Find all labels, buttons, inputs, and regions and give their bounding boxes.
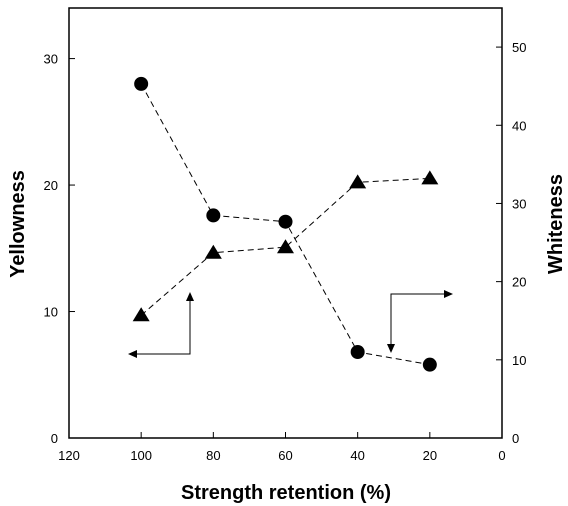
circle-data-point [278,214,293,229]
annotation-arrow-left-axis [128,292,194,358]
circle-data-point [134,76,149,91]
x-tick-label: 0 [498,448,505,463]
y-left-axis-ticks: 0 10 20 30 [44,52,75,446]
x-tick-label: 20 [423,448,437,463]
y-right-tick-label: 10 [512,353,526,368]
triangle-data-point [204,244,222,259]
x-tick-label: 40 [350,448,364,463]
x-tick-label: 120 [58,448,80,463]
x-tick-label: 100 [130,448,152,463]
series-markers [132,76,439,372]
triangle-data-point [421,170,439,185]
y-right-tick-label: 0 [512,431,519,446]
y-right-tick-label: 30 [512,196,526,211]
y-left-tick-label: 10 [44,305,58,320]
y-right-tick-label: 50 [512,40,526,55]
y-right-axis-title: Whiteness [545,174,567,274]
triangle-data-point [277,239,294,254]
y-right-tick-label: 20 [512,275,526,290]
circle-data-point [422,357,437,372]
triangle-data-point [132,307,150,322]
triangle-series-line [140,177,430,316]
y-left-tick-label: 20 [44,178,58,193]
circle-data-point [206,208,221,223]
circle-data-point [350,345,365,359]
y-left-tick-label: 0 [51,431,58,446]
x-axis-ticks: 120 100 80 60 40 20 0 [58,432,506,463]
x-axis-title: Strength retention (%) [181,482,391,504]
y-right-tick-label: 40 [512,118,526,133]
x-tick-label: 80 [206,448,220,463]
y-right-axis-ticks: 0 10 20 30 40 50 [496,40,526,446]
y-left-tick-label: 30 [44,52,58,67]
triangle-data-point [349,174,367,189]
annotation-arrow-right-axis [387,290,453,353]
y-left-axis-title: Yellowness [7,170,29,278]
x-tick-label: 60 [278,448,292,463]
